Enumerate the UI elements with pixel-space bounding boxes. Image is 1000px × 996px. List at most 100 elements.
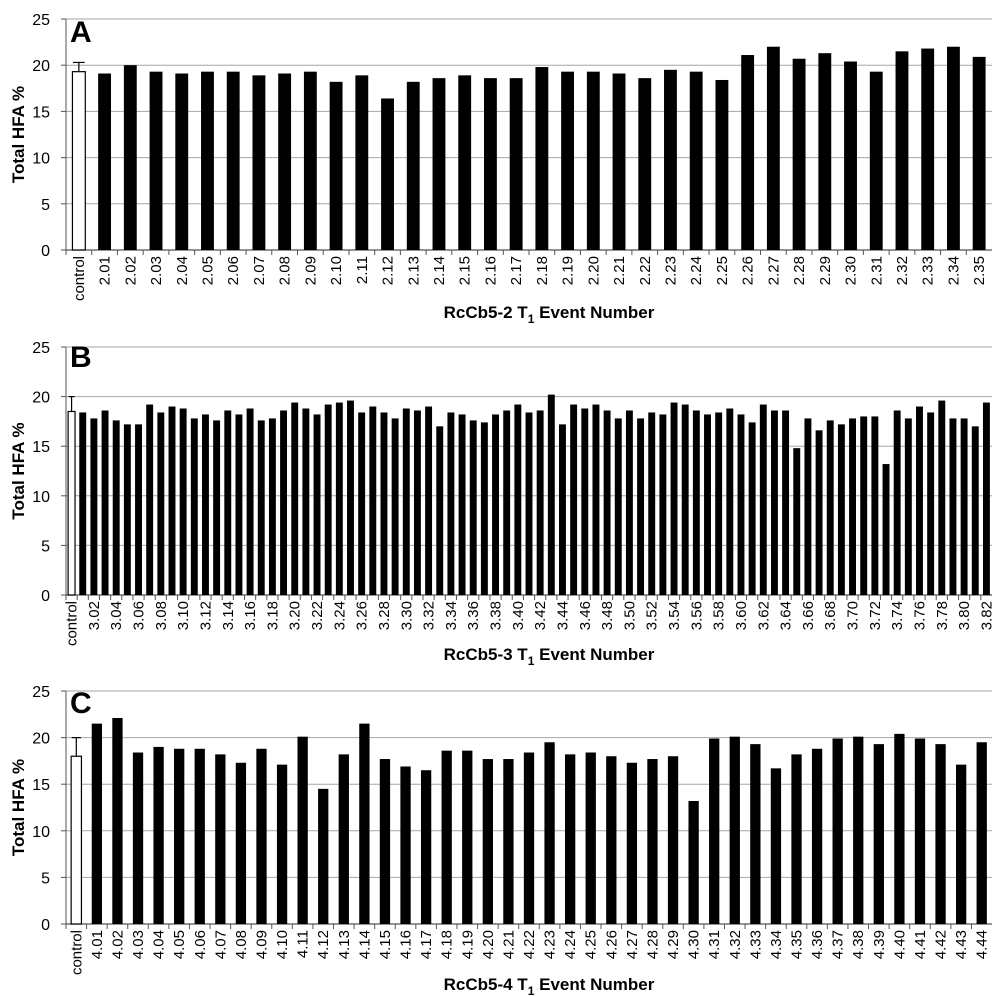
panel-letter: A [70, 16, 92, 49]
bar-2.20 [586, 71, 600, 250]
bar-4.18 [441, 750, 452, 924]
bar-2.06 [226, 71, 240, 250]
bar-3.62 [759, 404, 767, 595]
bar-3.14 [224, 410, 232, 595]
xtick-label: 4.06 [192, 930, 209, 959]
bar-3.35 [458, 414, 466, 595]
bar-3.42 [536, 410, 544, 595]
xtick-label: 4.07 [212, 930, 229, 959]
x-axis-title: RcCb5-2 T1 Event Number [444, 303, 655, 326]
ytick-label: 25 [32, 684, 50, 701]
xtick-label: 3.64 [778, 601, 795, 630]
bar-3.63 [770, 410, 778, 595]
xtick-label: 3.80 [956, 601, 973, 630]
xtick-label: 3.70 [845, 601, 862, 630]
bar-3.26 [358, 412, 366, 595]
xtick-label: 3.62 [755, 601, 772, 630]
bar-3.78 [938, 400, 946, 595]
panel-letter: B [70, 341, 92, 374]
bar-3.47 [592, 404, 600, 595]
bar-2.03 [149, 71, 163, 250]
bar-3.06 [135, 424, 142, 595]
xtick-label: 3.78 [934, 601, 951, 630]
bar-4.15 [379, 759, 391, 924]
bar-2.15 [458, 75, 472, 250]
bar-4.35 [791, 754, 802, 924]
control-bar [71, 71, 86, 251]
xtick-label: 4.13 [336, 930, 353, 959]
bar-3.80 [960, 418, 968, 595]
panel-letter: C [70, 687, 92, 720]
xtick-label: 2.21 [611, 256, 628, 285]
xtick-label: 4.37 [830, 930, 847, 959]
bar-3.07 [146, 404, 154, 595]
ytick-label: 5 [41, 538, 50, 555]
xtick-label: 4.11 [295, 930, 312, 958]
bar-4.02 [112, 718, 123, 924]
x-axis-title: RcCb5-3 T1 Event Number [444, 645, 655, 668]
xtick-label: 3.36 [465, 601, 482, 630]
bar-3.81 [971, 426, 979, 595]
xtick-label: 2.23 [662, 256, 679, 285]
bar-3.13 [213, 420, 221, 595]
bar-2.17 [509, 78, 523, 250]
bar-4.20 [482, 759, 493, 924]
bar-3.29 [391, 418, 399, 595]
xtick-label: 3.48 [599, 601, 616, 630]
xtick-label: 3.76 [911, 601, 928, 630]
bar-4.03 [132, 752, 144, 924]
bar-3.10 [179, 408, 187, 595]
panel-b: 0 5 10 15 20 25 control 3.02 3.04 3.06 3.08 3.10 3.1… [9, 340, 995, 668]
xtick-label: 4.20 [480, 930, 497, 959]
bar-4.30 [688, 800, 699, 924]
bar-3.11 [190, 418, 198, 595]
ytick-label: 10 [32, 489, 50, 506]
bar-4.21 [503, 759, 514, 924]
xtick-label: 4.44 [974, 930, 991, 959]
bar-4.32 [729, 736, 740, 924]
xtick-label: 3.56 [688, 601, 705, 630]
bar-4.27 [626, 762, 638, 924]
xtick-label: 2.12 [380, 256, 397, 285]
bar-4.11 [297, 736, 308, 924]
bar-4.25 [585, 752, 596, 924]
bar-3.50 [625, 410, 633, 595]
bar-3.20 [291, 402, 299, 595]
xtick-label: 3.44 [554, 601, 571, 630]
bar-2.25 [715, 79, 729, 250]
bar-3.17 [257, 420, 265, 595]
xtick-label: 4.04 [151, 930, 168, 959]
bar-3.55 [681, 404, 689, 595]
bar-4.13 [338, 754, 349, 924]
bar-3.44 [559, 424, 566, 595]
xtick-label-control: control [68, 930, 85, 975]
xtick-label: 2.28 [791, 256, 808, 285]
xtick-label: 2.34 [945, 256, 962, 285]
bar-3.12 [201, 414, 209, 595]
xtick-label: 2.14 [431, 256, 448, 285]
bar-4.08 [235, 762, 247, 924]
xtick-label-control: control [71, 256, 88, 301]
xtick-label: 3.74 [889, 601, 906, 630]
bar-4.40 [894, 733, 905, 924]
bar-2.19 [561, 71, 575, 250]
bar-2.02 [123, 65, 137, 250]
bar-3.09 [168, 406, 176, 595]
xtick-label: 4.17 [418, 930, 435, 959]
bar-3.25 [347, 400, 354, 595]
xtick-label: 2.10 [328, 256, 345, 285]
bar-2.07 [252, 75, 266, 250]
xtick-label: 4.28 [644, 930, 661, 959]
xtick-label: 3.12 [197, 601, 214, 630]
bar-4.42 [935, 744, 946, 924]
ytick-label: 10 [32, 151, 50, 168]
xtick-label: 3.54 [666, 601, 683, 630]
bar-3.43 [547, 394, 555, 595]
bar-3.36 [469, 420, 477, 595]
bar-2.13 [406, 81, 420, 250]
xtick-label: 4.09 [253, 930, 270, 959]
bar-2.31 [869, 71, 883, 250]
y-axis-title: Total HFA % [9, 422, 28, 519]
xtick-label: 4.27 [624, 930, 641, 959]
